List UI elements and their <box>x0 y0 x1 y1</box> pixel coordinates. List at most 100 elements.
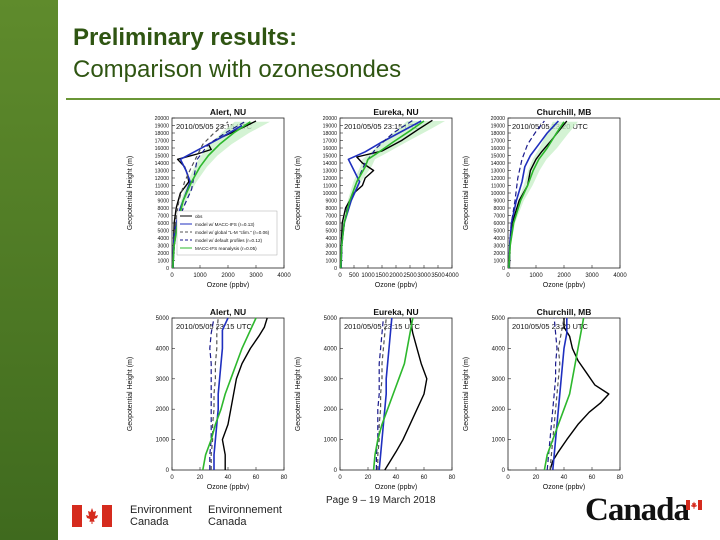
y-tick-label: 16000 <box>155 146 170 152</box>
y-tick-label: 2000 <box>156 407 170 413</box>
wordmark-flag-icon <box>686 500 702 510</box>
y-tick-label: 8000 <box>493 206 505 212</box>
y-tick-label: 20000 <box>491 116 506 122</box>
legend-box <box>176 210 278 256</box>
y-tick-label: 12000 <box>491 176 506 182</box>
series-line-model-w-global-clim- <box>549 317 565 471</box>
legend-label: model w/ MACC-IFS (r=0.13) <box>195 222 255 227</box>
y-tick-label: 7000 <box>157 214 169 220</box>
chart-annotation: 2010/05/05 23:20 UTC <box>512 122 588 131</box>
dept-en-line1: Environment <box>130 504 192 516</box>
x-tick-label: 3500 <box>431 273 445 279</box>
x-tick-label: 2000 <box>221 273 235 279</box>
y-tick-label: 3000 <box>325 244 337 250</box>
y-tick-label: 7000 <box>325 214 337 220</box>
x-axis-label: Ozone (ppbv) <box>543 484 585 491</box>
y-tick-label: 18000 <box>323 131 338 137</box>
dept-fr-line1: Environnement <box>208 504 282 516</box>
x-tick-label: 0 <box>506 273 510 279</box>
y-tick-label: 4000 <box>324 346 338 352</box>
y-axis-label: Geopotential Height (m) <box>463 156 470 230</box>
y-tick-label: 1000 <box>324 438 338 444</box>
dept-en-line2: Canada <box>130 516 169 528</box>
series-line-model-w-global-clim- <box>377 317 387 470</box>
series-line-macc-ifs-reanalysis <box>340 120 425 269</box>
y-tick-label: 14000 <box>491 161 506 167</box>
dept-fr-line2: Canada <box>208 516 247 528</box>
x-tick-label: 4000 <box>277 273 291 279</box>
y-tick-label: 15000 <box>491 154 506 160</box>
x-axis-label: Ozone (ppbv) <box>375 282 417 289</box>
x-tick-label: 0 <box>338 273 342 279</box>
legend-label: model w/ global "L-M "clim." (r=0.06) <box>195 230 270 235</box>
y-tick-label: 4000 <box>156 346 170 352</box>
y-axis-label: Geopotential Height (m) <box>463 357 470 431</box>
series-line-macc-ifs-reanalysis <box>508 121 565 269</box>
sidebar-accent-bar <box>0 0 58 540</box>
chart-annotation: 2010/05/05 23:15 UTC <box>176 322 252 331</box>
y-tick-label: 11000 <box>155 184 169 190</box>
chart-panel-5: 0 1000 2000 3000 4000 5000 0 20 40 60 80 Eureka, NU… <box>295 307 456 491</box>
y-tick-label: 0 <box>166 266 169 272</box>
x-tick-label: 4000 <box>613 273 627 279</box>
y-tick-label: 0 <box>166 468 170 474</box>
y-tick-label: 1000 <box>492 438 506 444</box>
series-line-obs <box>221 317 268 470</box>
x-tick-label: 2500 <box>403 273 417 279</box>
y-tick-label: 5000 <box>324 316 338 322</box>
x-tick-label: 0 <box>506 475 510 481</box>
y-tick-label: 1000 <box>156 438 170 444</box>
slide-title-line2: Comparison with ozonesondes <box>73 56 402 83</box>
dept-name-english: Environment Canada <box>130 504 192 528</box>
chart-annotation: 2010/05/05 23:15 UTC <box>176 122 252 131</box>
plot-frame <box>339 317 453 471</box>
y-tick-label: 4000 <box>493 236 505 242</box>
chart-title: Churchill, MB <box>537 307 592 317</box>
y-tick-label: 15000 <box>155 154 170 160</box>
y-tick-label: 19000 <box>155 124 170 130</box>
legend-label: model w/ default profiles (r=0.12) <box>195 238 262 243</box>
series-line-model-w-default-profiles <box>546 317 558 471</box>
y-tick-label: 3000 <box>157 244 169 250</box>
y-tick-label: 3000 <box>156 377 170 383</box>
y-tick-label: 19000 <box>491 124 506 130</box>
chart-panel-4: 0 1000 2000 3000 4000 5000 0 20 40 60 80 Alert, NU 2… <box>127 307 288 491</box>
y-tick-label: 6000 <box>493 221 505 227</box>
chart-annotation: 2010/05/05 23:15 UTC <box>344 122 420 131</box>
chart-annotation: 2010/05/05 23:15 UTC <box>344 322 420 331</box>
y-tick-label: 17000 <box>323 139 338 145</box>
y-tick-label: 5000 <box>492 316 506 322</box>
x-tick-label: 4000 <box>445 273 459 279</box>
x-tick-label: 40 <box>561 475 568 481</box>
chart-annotation: 2010/05/05 23:20 UTC <box>512 322 588 331</box>
reanalysis-range-band <box>172 121 270 268</box>
y-tick-label: 14000 <box>323 161 338 167</box>
x-tick-label: 20 <box>365 475 372 481</box>
x-tick-label: 0 <box>338 475 342 481</box>
y-tick-label: 0 <box>502 266 505 272</box>
x-tick-label: 0 <box>170 475 174 481</box>
y-tick-label: 11000 <box>323 184 337 190</box>
y-tick-label: 20000 <box>323 116 338 122</box>
y-tick-label: 15000 <box>323 154 338 160</box>
y-tick-label: 16000 <box>491 146 506 152</box>
series-line-obs <box>384 317 428 471</box>
y-tick-label: 2000 <box>157 251 169 257</box>
x-tick-label: 60 <box>253 475 260 481</box>
chart-panel-2: 0100020003000400050006000700080009000100… <box>295 107 459 289</box>
y-tick-label: 17000 <box>155 139 170 145</box>
y-tick-label: 2000 <box>493 251 505 257</box>
y-axis-label: Geopotential Height (m) <box>127 156 134 230</box>
y-tick-label: 9000 <box>493 199 505 205</box>
y-tick-label: 10000 <box>155 191 170 197</box>
y-tick-label: 8000 <box>325 206 337 212</box>
y-tick-label: 16000 <box>323 146 338 152</box>
y-tick-label: 3000 <box>492 377 506 383</box>
x-tick-label: 80 <box>281 475 288 481</box>
series-line-macc-ifs-reanalysis <box>543 317 585 471</box>
series-line-macc-ifs-reanalysis <box>172 121 251 269</box>
y-tick-label: 13000 <box>155 169 170 175</box>
y-tick-label: 9000 <box>325 199 337 205</box>
y-tick-label: 11000 <box>491 184 505 190</box>
x-tick-label: 1000 <box>193 273 207 279</box>
